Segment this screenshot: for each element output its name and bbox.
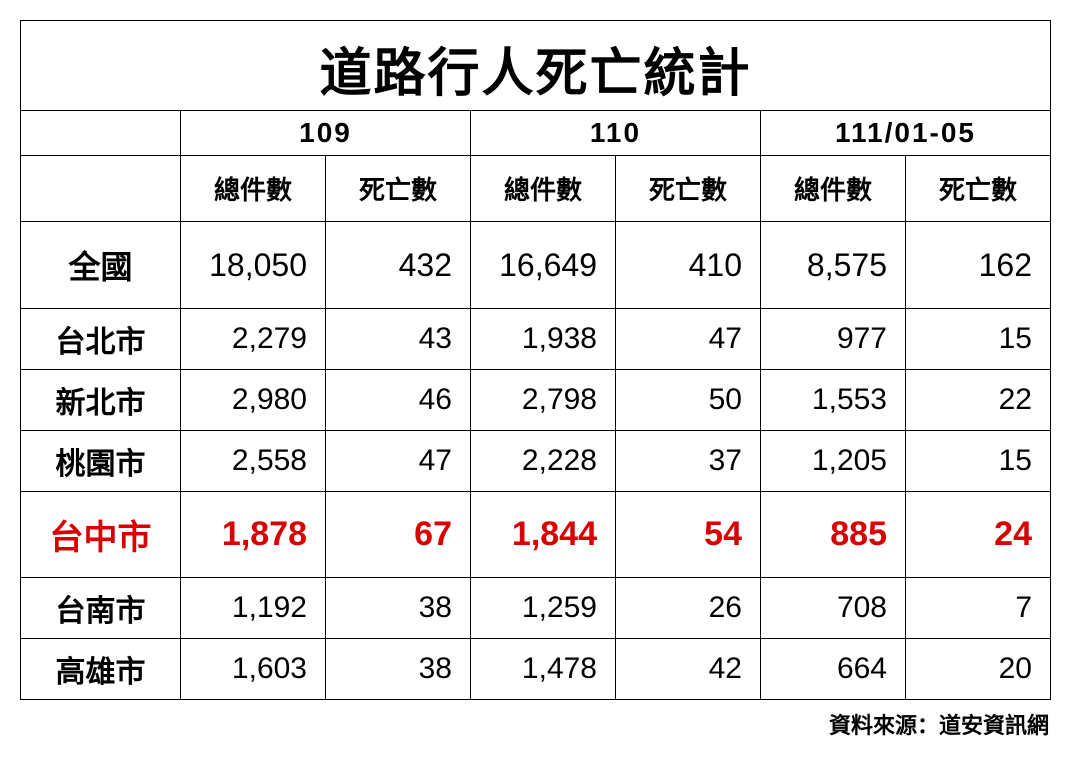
year-header: 111/01-05 xyxy=(761,111,1051,156)
data-cell: 2,558 xyxy=(181,431,326,492)
data-cell: 1,603 xyxy=(181,639,326,700)
title-row: 道路行人死亡統計 xyxy=(21,21,1051,111)
data-cell: 24 xyxy=(906,492,1051,578)
table-container: 道路行人死亡統計109110111/01-05總件數死亡數總件數死亡數總件數死亡… xyxy=(20,20,1049,740)
sub-header: 死亡數 xyxy=(326,156,471,222)
year-header: 110 xyxy=(471,111,761,156)
data-cell: 38 xyxy=(326,578,471,639)
data-cell: 43 xyxy=(326,309,471,370)
sub-header: 總件數 xyxy=(761,156,906,222)
data-cell: 16,649 xyxy=(471,222,616,309)
data-cell: 47 xyxy=(326,431,471,492)
year-header-row: 109110111/01-05 xyxy=(21,111,1051,156)
data-cell: 1,205 xyxy=(761,431,906,492)
table-row: 新北市2,980462,798501,55322 xyxy=(21,370,1051,431)
city-label: 台北市 xyxy=(21,309,181,370)
city-label: 全國 xyxy=(21,222,181,309)
data-cell: 1,938 xyxy=(471,309,616,370)
data-cell: 50 xyxy=(616,370,761,431)
data-cell: 2,228 xyxy=(471,431,616,492)
table-row: 台南市1,192381,259267087 xyxy=(21,578,1051,639)
data-cell: 1,878 xyxy=(181,492,326,578)
data-cell: 42 xyxy=(616,639,761,700)
city-label: 台中市 xyxy=(21,492,181,578)
data-cell: 2,798 xyxy=(471,370,616,431)
table-row: 桃園市2,558472,228371,20515 xyxy=(21,431,1051,492)
data-cell: 708 xyxy=(761,578,906,639)
data-cell: 977 xyxy=(761,309,906,370)
city-label: 新北市 xyxy=(21,370,181,431)
stats-table: 道路行人死亡統計109110111/01-05總件數死亡數總件數死亡數總件數死亡… xyxy=(20,20,1051,700)
table-row: 台北市2,279431,9384797715 xyxy=(21,309,1051,370)
data-cell: 67 xyxy=(326,492,471,578)
data-cell: 1,192 xyxy=(181,578,326,639)
table-row: 高雄市1,603381,4784266420 xyxy=(21,639,1051,700)
data-cell: 885 xyxy=(761,492,906,578)
year-header: 109 xyxy=(181,111,471,156)
data-cell: 38 xyxy=(326,639,471,700)
table-title: 道路行人死亡統計 xyxy=(21,21,1051,111)
sub-header: 死亡數 xyxy=(906,156,1051,222)
data-cell: 2,980 xyxy=(181,370,326,431)
data-cell: 432 xyxy=(326,222,471,309)
data-cell: 18,050 xyxy=(181,222,326,309)
sub-header: 死亡數 xyxy=(616,156,761,222)
subheader-row: 總件數死亡數總件數死亡數總件數死亡數 xyxy=(21,156,1051,222)
data-cell: 410 xyxy=(616,222,761,309)
data-cell: 15 xyxy=(906,309,1051,370)
sub-header: 總件數 xyxy=(471,156,616,222)
city-label: 桃園市 xyxy=(21,431,181,492)
data-cell: 7 xyxy=(906,578,1051,639)
sub-header: 總件數 xyxy=(181,156,326,222)
data-cell: 1,259 xyxy=(471,578,616,639)
data-cell: 1,478 xyxy=(471,639,616,700)
data-cell: 26 xyxy=(616,578,761,639)
source-label: 資料來源：道安資訊網 xyxy=(20,708,1049,740)
data-cell: 47 xyxy=(616,309,761,370)
data-cell: 54 xyxy=(616,492,761,578)
data-cell: 37 xyxy=(616,431,761,492)
table-row: 台中市1,878671,8445488524 xyxy=(21,492,1051,578)
blank-cell xyxy=(21,156,181,222)
table-row: 全國18,05043216,6494108,575162 xyxy=(21,222,1051,309)
data-cell: 20 xyxy=(906,639,1051,700)
data-cell: 664 xyxy=(761,639,906,700)
blank-cell xyxy=(21,111,181,156)
data-cell: 22 xyxy=(906,370,1051,431)
data-cell: 1,844 xyxy=(471,492,616,578)
city-label: 高雄市 xyxy=(21,639,181,700)
data-cell: 162 xyxy=(906,222,1051,309)
data-cell: 15 xyxy=(906,431,1051,492)
city-label: 台南市 xyxy=(21,578,181,639)
data-cell: 8,575 xyxy=(761,222,906,309)
data-cell: 2,279 xyxy=(181,309,326,370)
data-cell: 46 xyxy=(326,370,471,431)
data-cell: 1,553 xyxy=(761,370,906,431)
